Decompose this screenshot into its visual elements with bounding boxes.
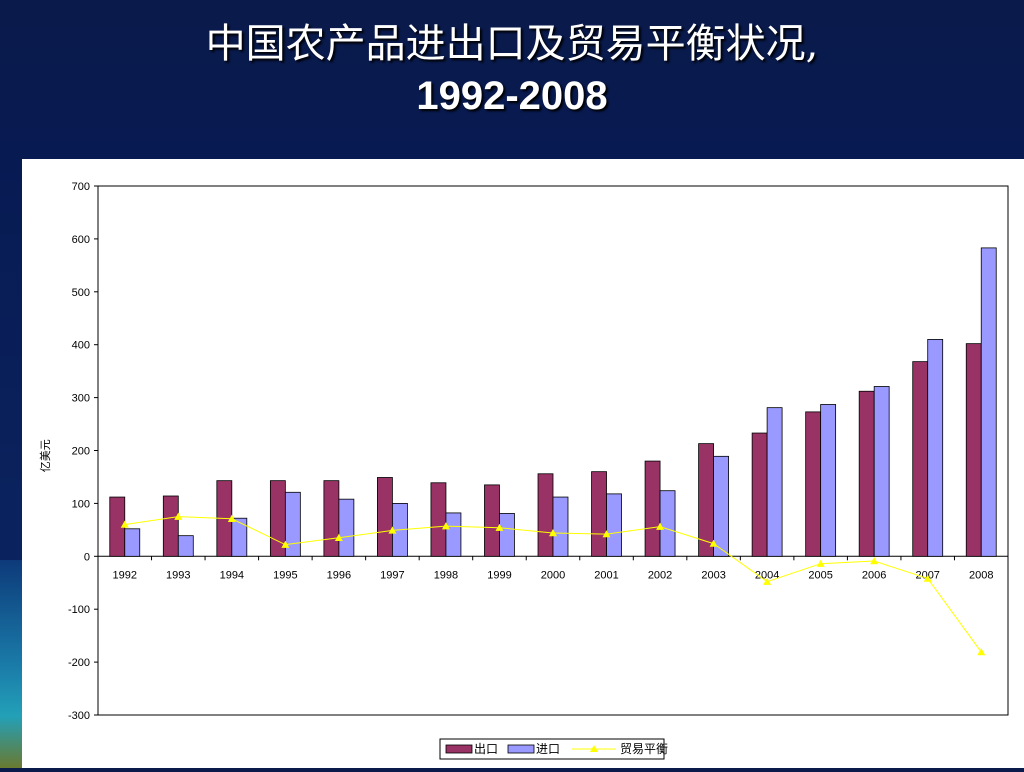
export-bar [484, 484, 500, 557]
x-tick-label: 1995 [273, 569, 297, 581]
bar-line-chart: 700 600 500 400 300 200 100 0 -100 -200 -300 亿美元 19… [39, 181, 1009, 760]
balance-point-marker [495, 523, 504, 531]
y-tick-label: 500 [72, 287, 90, 299]
x-tick-label: 2001 [594, 569, 618, 581]
balance-point-marker [763, 577, 772, 585]
import-bar [820, 404, 837, 557]
import-bar [338, 498, 355, 557]
import-bar [980, 247, 997, 557]
import-bar [177, 535, 194, 557]
export-bar [591, 471, 607, 557]
export-bar [805, 411, 822, 557]
balance-point-marker [656, 522, 665, 530]
balance-point-marker [334, 533, 343, 541]
x-tick-label: 1992 [113, 569, 137, 581]
balance-point-marker [602, 530, 611, 538]
import-bar [873, 386, 890, 557]
import-bar [231, 517, 248, 557]
title-line-1: 中国农产品进出口及贸易平衡状况, [205, 21, 819, 67]
import-bar [766, 407, 783, 557]
export-bar [377, 477, 393, 557]
y-tick-label: 0 [84, 551, 90, 563]
title-line-2: 1992-2008 [416, 74, 608, 118]
balance-point-marker [227, 514, 236, 522]
import-bar [659, 490, 676, 557]
x-tick-label: 2004 [755, 569, 779, 581]
x-tick-label: 1998 [434, 569, 458, 581]
y-tick-label: 200 [72, 446, 90, 458]
export-bar [537, 473, 554, 557]
export-bar [965, 343, 982, 557]
legend-export-label: 出口 [474, 742, 498, 756]
x-tick-label: 1999 [487, 569, 511, 581]
import-bar [606, 493, 622, 557]
export-bar [751, 432, 768, 557]
import-bar [499, 513, 515, 557]
legend-export-swatch [445, 744, 473, 754]
x-tick-label: 1997 [380, 569, 404, 581]
balance-point-marker [816, 559, 825, 567]
legend-balance-label: 贸易平衡 [620, 742, 668, 756]
x-tick-label: 1996 [327, 569, 351, 581]
export-bar [644, 460, 661, 557]
import-bar [552, 496, 569, 557]
x-tick-label: 1993 [166, 569, 190, 581]
slide-accent-stripe [0, 560, 22, 768]
export-bar [858, 390, 875, 557]
balance-point-marker [120, 520, 129, 528]
y-tick-label: 100 [72, 498, 90, 510]
export-bar [912, 361, 929, 557]
import-bar [445, 512, 462, 557]
y-tick-label: 400 [72, 340, 90, 352]
plot-area-border [97, 185, 1009, 716]
import-bar [927, 339, 944, 557]
x-tick-label: 2006 [862, 569, 886, 581]
x-tick-label: 2008 [969, 569, 993, 581]
import-bar [124, 528, 141, 557]
y-tick-label: 600 [72, 234, 90, 246]
import-bar [284, 491, 301, 557]
balance-point-marker [281, 540, 290, 548]
balance-point-marker [174, 512, 183, 520]
import-bar [713, 455, 729, 557]
legend-balance-marker [590, 745, 598, 752]
export-bar [323, 480, 340, 557]
x-tick-label: 2005 [808, 569, 832, 581]
y-tick-label: 700 [72, 181, 90, 193]
y-axis-label: 亿美元 [39, 439, 52, 472]
balance-point-marker [388, 526, 397, 534]
y-tick-label: -300 [68, 710, 90, 722]
balance-point-marker [923, 574, 932, 582]
slide-title: 中国农产品进出口及贸易平衡状况, 1992-2008 [0, 18, 1024, 122]
balance-point-marker [441, 522, 450, 530]
chart-panel: 700 600 500 400 300 200 100 0 -100 -200 -300 亿美元 19… [22, 159, 1024, 768]
legend-box [439, 738, 665, 760]
balance-point-marker [549, 529, 557, 537]
x-tick-label: 2002 [648, 569, 672, 581]
y-tick-label: -100 [68, 604, 90, 616]
x-tick-label: 2000 [541, 569, 565, 581]
legend-import-swatch [507, 744, 535, 754]
export-bar [430, 482, 447, 557]
y-tick-label: -200 [68, 657, 90, 669]
x-tick-label: 2003 [701, 569, 725, 581]
x-tick-label: 1994 [220, 569, 244, 581]
balance-point-marker [977, 648, 986, 656]
balance-point-marker [870, 557, 879, 565]
export-bar [162, 495, 179, 557]
legend-import-label: 进口 [536, 742, 560, 756]
balance-point-marker [709, 539, 718, 547]
y-tick-label: 300 [72, 393, 90, 405]
